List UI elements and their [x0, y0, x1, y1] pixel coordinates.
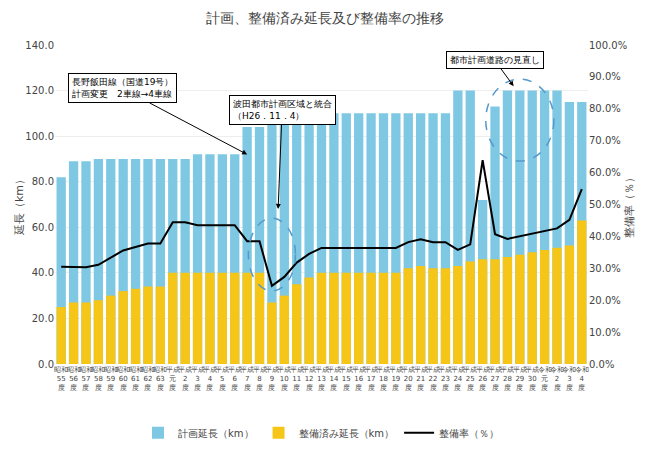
svg-text:平成6度: 平成6度 — [228, 366, 242, 392]
svg-text:都市計画道路の見直し: 都市計画道路の見直し — [450, 55, 540, 65]
svg-text:整備率（％）: 整備率（％） — [623, 172, 636, 238]
svg-text:平成28度: 平成28度 — [500, 366, 514, 392]
svg-text:平成9度: 平成9度 — [265, 366, 279, 392]
svg-text:0.0%: 0.0% — [589, 359, 614, 370]
svg-text:平成24度: 平成24度 — [451, 366, 465, 392]
svg-text:20.0: 20.0 — [32, 313, 54, 324]
svg-text:70.0%: 70.0% — [589, 135, 621, 146]
svg-text:平成11度: 平成11度 — [290, 366, 304, 392]
svg-text:昭和55度: 昭和55度 — [54, 366, 68, 392]
svg-text:平成18度: 平成18度 — [376, 366, 390, 392]
svg-text:令和4度: 令和4度 — [575, 366, 589, 392]
svg-text:40.0: 40.0 — [32, 267, 54, 278]
svg-text:80.0%: 80.0% — [589, 103, 621, 114]
svg-text:40.0%: 40.0% — [589, 231, 621, 242]
svg-text:平成7度: 平成7度 — [240, 366, 254, 392]
svg-text:昭和56度: 昭和56度 — [67, 366, 81, 392]
svg-text:120.0: 120.0 — [25, 85, 54, 96]
svg-text:整備済み延長（km）: 整備済み延長（km） — [299, 428, 395, 439]
svg-text:0.0: 0.0 — [38, 359, 54, 370]
svg-text:平成25度: 平成25度 — [463, 366, 477, 392]
svg-text:60.0: 60.0 — [32, 222, 54, 233]
svg-text:整備率（％）: 整備率（％） — [439, 428, 499, 439]
svg-text:昭和57度: 昭和57度 — [79, 366, 93, 392]
svg-text:平成13度: 平成13度 — [315, 366, 329, 392]
svg-text:平成27度: 平成27度 — [488, 366, 502, 392]
svg-text:平成12度: 平成12度 — [302, 366, 316, 392]
svg-text:平成17度: 平成17度 — [364, 366, 378, 392]
svg-text:延長（km）: 延長（km） — [13, 174, 26, 236]
svg-text:平成19度: 平成19度 — [389, 366, 403, 392]
svg-text:平成20度: 平成20度 — [401, 366, 415, 392]
svg-text:60.0%: 60.0% — [589, 167, 621, 178]
svg-text:平成22度: 平成22度 — [426, 366, 440, 392]
svg-text:20.0%: 20.0% — [589, 295, 621, 306]
svg-text:昭和60度: 昭和60度 — [116, 366, 130, 392]
svg-text:100.0%: 100.0% — [589, 40, 627, 51]
svg-text:昭和59度: 昭和59度 — [104, 366, 118, 392]
svg-text:平成16度: 平成16度 — [352, 366, 366, 392]
svg-text:計画、整備済み延長及び整備率の推移: 計画、整備済み延長及び整備率の推移 — [206, 10, 444, 26]
svg-text:令和元度: 令和元度 — [538, 366, 552, 392]
svg-text:昭和62度: 昭和62度 — [141, 366, 155, 392]
svg-text:計画延長（km）: 計画延長（km） — [178, 428, 254, 439]
svg-text:30.0%: 30.0% — [589, 263, 621, 274]
svg-text:90.0%: 90.0% — [589, 71, 621, 82]
svg-text:平成29度: 平成29度 — [513, 366, 527, 392]
svg-text:平成5度: 平成5度 — [215, 366, 229, 392]
svg-text:波田都市計画区域と統合（H26．11．4）: 波田都市計画区域と統合（H26．11．4） — [233, 99, 332, 121]
svg-text:平成8度: 平成8度 — [253, 366, 267, 392]
svg-text:平成30度: 平成30度 — [525, 366, 539, 392]
svg-text:令和2度: 令和2度 — [550, 366, 564, 392]
svg-text:平成10度: 平成10度 — [277, 366, 291, 392]
svg-text:平成26度: 平成26度 — [476, 366, 490, 392]
svg-text:平成21度: 平成21度 — [414, 366, 428, 392]
svg-text:平成2度: 平成2度 — [178, 366, 192, 392]
svg-text:100.0: 100.0 — [25, 131, 54, 142]
svg-text:平成元度: 平成元度 — [166, 366, 180, 392]
svg-text:平成14度: 平成14度 — [327, 366, 341, 392]
svg-text:平成3度: 平成3度 — [191, 366, 205, 392]
svg-text:平成15度: 平成15度 — [339, 366, 353, 392]
svg-text:平成23度: 平成23度 — [438, 366, 452, 392]
svg-text:50.0%: 50.0% — [589, 199, 621, 210]
svg-text:昭和61度: 昭和61度 — [129, 366, 143, 392]
svg-text:昭和58度: 昭和58度 — [91, 366, 105, 392]
svg-text:10.0%: 10.0% — [589, 327, 621, 338]
svg-text:令和3度: 令和3度 — [562, 366, 576, 392]
svg-text:昭和63度: 昭和63度 — [153, 366, 167, 392]
svg-text:長野飯田線（国道19号）計画変更 2車線→4車線: 長野飯田線（国道19号）計画変更 2車線→4車線 — [72, 77, 173, 99]
svg-text:140.0: 140.0 — [25, 40, 54, 51]
svg-text:平成4度: 平成4度 — [203, 366, 217, 392]
svg-text:80.0: 80.0 — [32, 176, 54, 187]
